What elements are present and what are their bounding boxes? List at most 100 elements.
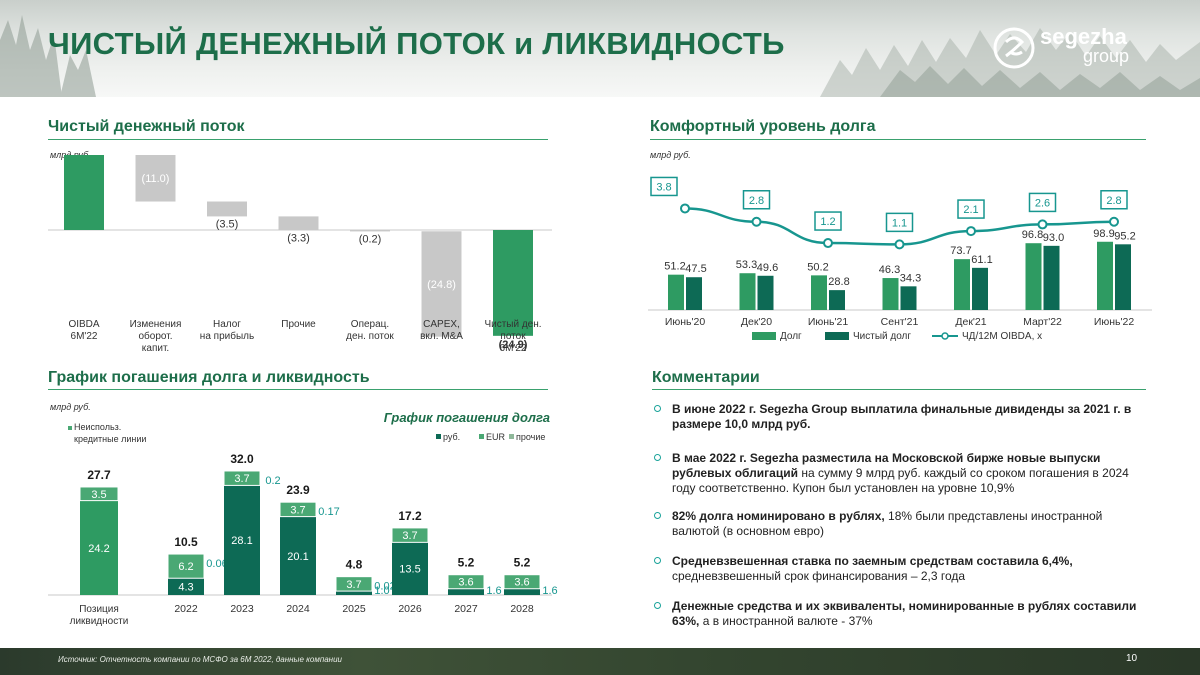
debt-value-label: 73.7 xyxy=(950,245,971,257)
repayment-bar-rub xyxy=(280,516,316,595)
legend-swatch xyxy=(509,434,514,439)
ratio-label-box xyxy=(814,211,842,231)
debt-category-label: Дек'20 xyxy=(741,316,772,328)
comment-bold-text: Средневзвешенная ставка по заемным средс… xyxy=(672,554,1073,568)
bullet-circle-icon xyxy=(654,454,661,461)
waterfall-bar xyxy=(278,216,319,231)
ratio-marker xyxy=(894,239,905,250)
comment-item: 82% долга номинировано в рублях, 18% был… xyxy=(652,509,1152,539)
bullet-circle-icon xyxy=(654,602,661,609)
repayment-bar-rub xyxy=(168,578,204,595)
repayment-bar-rub xyxy=(392,542,428,595)
ratio-marker xyxy=(823,238,833,249)
repayment-category-label: 2022 xyxy=(174,603,198,615)
ratio-label-box xyxy=(1100,190,1128,210)
net-debt-value-label: 28.8 xyxy=(828,276,849,288)
ratio-marker xyxy=(751,216,762,227)
comment-item: Денежные средства и их эквиваленты, номи… xyxy=(652,599,1152,629)
waterfall-value-label: (24.8) xyxy=(427,279,456,291)
repayment-category-label: 2024 xyxy=(286,603,310,615)
segment-label-other: 0.02 xyxy=(374,581,395,593)
legend-swatch xyxy=(436,434,441,439)
comment-bold-text: В июне 2022 г. Segezha Group выплатила ф… xyxy=(672,402,1132,431)
ratio-marker xyxy=(680,203,690,214)
waterfall-category-label: Чистый ден. поток 6М'22 xyxy=(484,319,541,354)
comment-item: В июне 2022 г. Segezha Group выплатила ф… xyxy=(652,402,1152,432)
repayment-total-label: 5.2 xyxy=(458,556,475,570)
bullet-circle-icon xyxy=(654,557,661,564)
ratio-marker xyxy=(966,226,976,237)
comment-bold-text: 82% долга номинировано в рублях, xyxy=(672,509,885,523)
debt-category-label: Июнь'21 xyxy=(808,316,849,328)
segment-label-rub: 24.2 xyxy=(88,543,109,555)
waterfall-value-label: (11.0) xyxy=(142,173,170,185)
footer-banner xyxy=(0,648,1200,675)
debt-category-label: Июнь'20 xyxy=(665,316,706,328)
ratio-value-label: 2.1 xyxy=(963,204,978,216)
net-debt-value-label: 61.1 xyxy=(971,254,992,266)
cashflow-section-title: Чистый денежный поток xyxy=(48,118,245,135)
repayment-chart-title: График погашения долга xyxy=(384,410,550,425)
repayment-bar-eur xyxy=(335,576,373,592)
repayment-category-label: 2028 xyxy=(510,603,534,615)
segment-label-other: 0.2 xyxy=(265,475,280,487)
net-debt-bar xyxy=(900,286,917,310)
debt-value-label: 50.2 xyxy=(807,261,828,273)
legend-swatch xyxy=(479,434,484,439)
debt-category-label: Июнь'22 xyxy=(1094,316,1135,328)
debt-bar xyxy=(882,278,899,310)
header-banner: ЧИСТЫЙ ДЕНЕЖНЫЙ ПОТОК и ЛИКВИДНОСТЬ sege… xyxy=(0,0,1200,97)
comments-list: В июне 2022 г. Segezha Group выплатила ф… xyxy=(652,402,1152,629)
repayment-total-label: 23.9 xyxy=(286,483,310,497)
legend-label-debt: Долг xyxy=(780,331,802,342)
page-number: 10 xyxy=(1126,653,1138,664)
segment-label-rub: 28.1 xyxy=(231,535,252,547)
waterfall-value-label: (3.5) xyxy=(216,218,239,230)
debt-category-label: Дек'21 xyxy=(955,316,986,328)
segment-label-eur: 3.7 xyxy=(402,530,417,542)
comment-text: а в иностранной валюте - 37% xyxy=(699,614,873,628)
ratio-label-box xyxy=(1028,192,1057,213)
segment-label-eur: 3.7 xyxy=(234,473,249,485)
repayment-total-label: 27.7 xyxy=(87,468,111,482)
legend-label: руб. xyxy=(443,432,460,442)
legend-label: прочие xyxy=(516,432,545,442)
comment-item: Средневзвешенная ставка по заемным средс… xyxy=(652,554,1152,584)
repayment-bar-rub xyxy=(80,500,118,595)
waterfall-bar xyxy=(350,230,390,232)
waterfall-category-label: OIBDA 6М'22 xyxy=(68,319,99,342)
net-debt-bar xyxy=(972,267,988,310)
segment-label-rub: 13.5 xyxy=(399,564,420,576)
ratio-value-label: 1.2 xyxy=(820,216,835,228)
repayment-total-label: 17.2 xyxy=(398,509,422,523)
repayment-bar-rub xyxy=(504,588,540,595)
segment-label-rub: 4.3 xyxy=(178,582,193,594)
ratio-label-box xyxy=(650,176,678,197)
net-debt-value-label: 49.6 xyxy=(757,262,778,274)
repayment-bar-eur xyxy=(447,574,485,590)
segment-label-eur: 3.7 xyxy=(290,504,305,516)
segment-label-rub: 1.6 xyxy=(542,585,557,597)
debt-section-rule xyxy=(650,139,1146,140)
logo-wordmark: segezha xyxy=(1040,24,1127,49)
repayment-total-label: 5.2 xyxy=(514,556,531,570)
debt-bar xyxy=(954,259,970,310)
debt-value-label: 98.9 xyxy=(1093,228,1114,240)
bullet-circle-icon xyxy=(654,405,661,412)
ratio-value-label: 2.8 xyxy=(749,195,764,207)
liquidity-legend-swatch xyxy=(68,426,72,430)
ratio-label-box xyxy=(885,212,914,233)
net-debt-value-label: 34.3 xyxy=(900,272,921,284)
waterfall-category-label: Прочие xyxy=(281,319,316,330)
debt-bar xyxy=(1097,241,1113,310)
waterfall-bar xyxy=(493,230,533,336)
comment-text: на сумму 9 млрд руб. каждый со сроком по… xyxy=(672,466,1129,495)
liquidity-unit-label: млрд руб. xyxy=(50,402,91,412)
ratio-value-label: 1.1 xyxy=(892,217,907,229)
repayment-bar-eur xyxy=(391,527,429,543)
debt-bar xyxy=(739,273,756,310)
comment-bold-text: В мае 2022 г. Segezha разместила на Моск… xyxy=(672,451,1101,480)
repayment-total-label: 4.8 xyxy=(346,558,363,572)
debt-value-label: 46.3 xyxy=(879,264,900,276)
net-debt-value-label: 47.5 xyxy=(685,263,706,275)
